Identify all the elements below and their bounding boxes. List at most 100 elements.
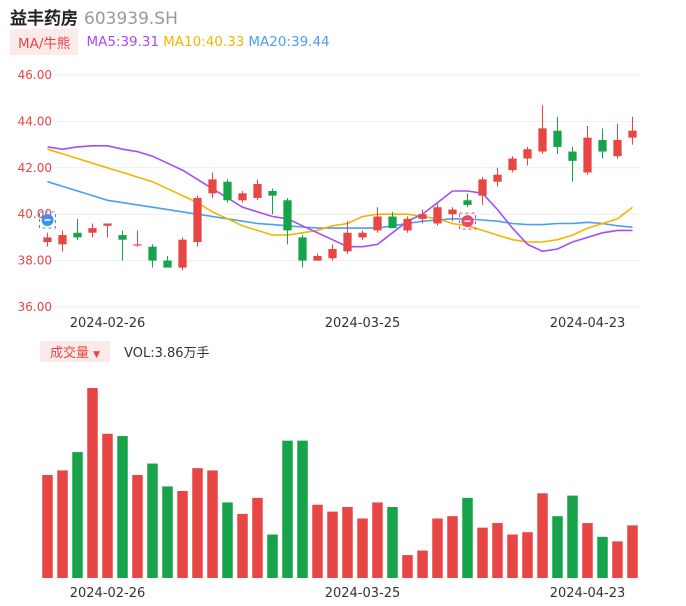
volume-bar [312, 504, 323, 578]
volume-bar [477, 527, 488, 578]
candle-body [403, 218, 412, 231]
volume-bar [537, 493, 548, 578]
candle-body [43, 237, 52, 243]
stock-name: 益丰药房 [10, 9, 78, 29]
candle-body [193, 197, 202, 243]
volume-bar [132, 474, 143, 578]
volume-bar [147, 463, 158, 578]
candle-body [298, 237, 307, 261]
candle-body [238, 193, 247, 201]
candle-body [628, 130, 637, 138]
candle-body [133, 244, 142, 246]
volume-bar [162, 486, 173, 578]
candle-body [208, 179, 217, 194]
volume-bar [627, 525, 638, 578]
volume-x-tick-label: 2024-02-26 [70, 586, 146, 601]
bull-marker-icon [459, 212, 476, 230]
candle-body [343, 232, 352, 252]
volume-bar [417, 550, 428, 578]
volume-bar [297, 440, 308, 578]
candle-body [283, 200, 292, 231]
volume-x-tick-label: 2024-04-23 [550, 586, 626, 601]
x-tick-label: 2024-02-26 [70, 316, 146, 330]
volume-legend: 成交量 ▼ VOL:3.86万手 [40, 340, 210, 362]
candle-body [433, 207, 442, 224]
volume-bar [252, 497, 263, 578]
candle-body [388, 216, 397, 229]
volume-bar [492, 523, 503, 578]
candle-body [118, 235, 127, 240]
volume-bar [117, 436, 128, 578]
volume-bar [42, 474, 53, 578]
volume-bar [192, 468, 203, 578]
volume-bar [357, 518, 368, 578]
price-chart: 46.0044.0042.0040.0038.0036.002024-02-26… [18, 68, 640, 330]
volume-bar [267, 534, 278, 578]
volume-bar [567, 495, 578, 578]
volume-indicator-tab[interactable]: 成交量 ▼ [40, 340, 111, 362]
candle-body [163, 260, 172, 268]
volume-bar [342, 507, 353, 578]
y-tick-label: 46.00 [18, 68, 52, 82]
candle-body [223, 181, 232, 201]
stock-code: 603939.SH [84, 9, 178, 29]
ma5-legend: MA5:39.31 [86, 34, 160, 50]
candle-body [313, 255, 322, 261]
volume-bar [507, 534, 518, 578]
volume-bar [582, 523, 593, 578]
volume-bar [372, 502, 383, 578]
x-tick-label: 2024-04-23 [550, 316, 626, 330]
candle-body [418, 214, 427, 219]
ma-legend: MA/牛熊 MA5:39.31 MA10:40.33 MA20:39.44 [10, 29, 330, 55]
volume-bar [522, 532, 533, 578]
volume-bar [612, 541, 623, 578]
candle-body [613, 139, 622, 157]
candle-body [253, 184, 262, 198]
candle-body [598, 139, 607, 152]
ma-indicator-tab[interactable]: MA/牛熊 [10, 29, 79, 55]
candle-body [328, 249, 337, 259]
volume-bar [447, 516, 458, 578]
candle-body [358, 232, 367, 238]
volume-bar [237, 513, 248, 578]
candle-body [88, 228, 97, 233]
candle-body [583, 137, 592, 173]
candle-body [538, 128, 547, 152]
y-tick-label: 38.00 [18, 254, 52, 268]
bear-marker-icon [39, 211, 56, 229]
ma10-legend: MA10:40.33 [163, 34, 245, 50]
candle-body [148, 246, 157, 261]
volume-bar [432, 518, 443, 578]
candle-body [373, 216, 382, 231]
candle-body [523, 149, 532, 159]
volume-bar [597, 536, 608, 578]
y-tick-label: 44.00 [18, 114, 52, 128]
ma20-legend: MA20:39.44 [248, 34, 330, 50]
volume-bar [87, 388, 98, 578]
y-tick-label: 42.00 [18, 161, 52, 175]
candle-body [178, 239, 187, 268]
volume-bar [402, 555, 413, 578]
y-tick-label: 36.00 [18, 300, 52, 314]
volume-bar [327, 511, 338, 578]
candle-body [103, 223, 112, 226]
candle-body [508, 158, 517, 171]
volume-value: VOL:3.86万手 [124, 345, 210, 361]
volume-bar [177, 491, 188, 578]
volume-bar [222, 502, 233, 578]
volume-bar [102, 433, 113, 578]
volume-bar [462, 497, 473, 578]
ma10-line [47, 148, 633, 243]
candle-body [463, 200, 472, 205]
ma20-line [47, 180, 633, 229]
candle-body [568, 151, 577, 161]
x-tick-label: 2024-03-25 [325, 316, 401, 330]
volume-bar [552, 516, 563, 578]
volume-bar [57, 470, 68, 578]
volume-bar [282, 440, 293, 578]
candle-body [268, 191, 277, 196]
volume-chart: 2024-02-26 2024-03-25 2024-04-23 [42, 388, 638, 601]
candle-body [553, 130, 562, 147]
ma5-line [47, 145, 633, 253]
volume-bar [72, 452, 83, 578]
